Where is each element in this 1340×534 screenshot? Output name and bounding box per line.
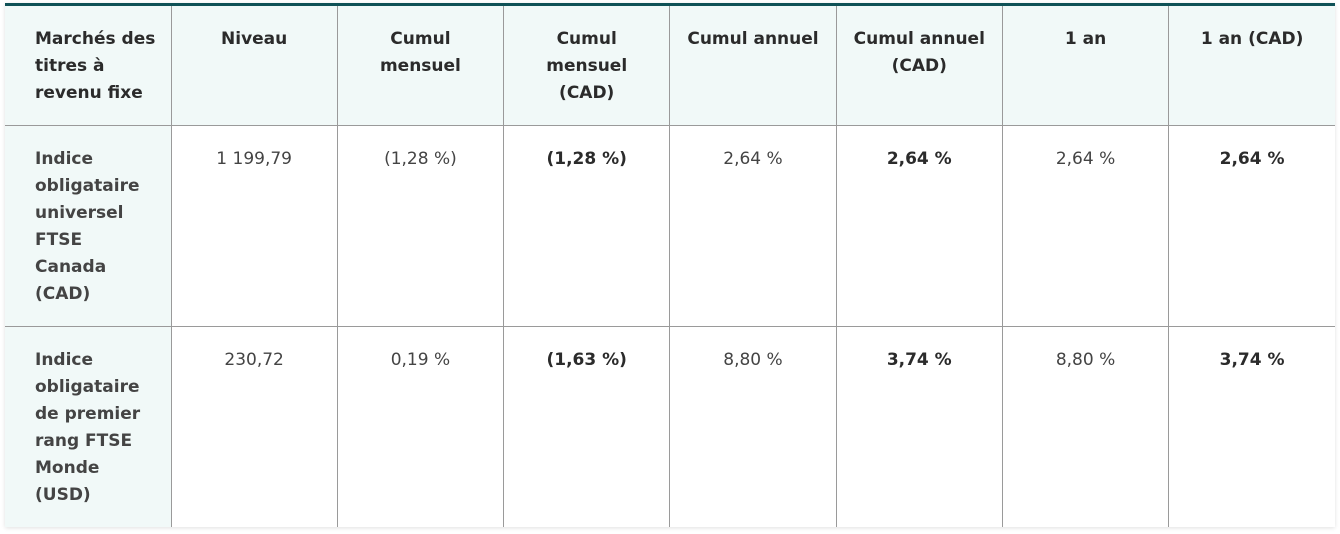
header-1y-cad: 1 an (CAD) xyxy=(1168,4,1335,126)
header-market: Marchés des titres à revenu fixe xyxy=(5,4,171,126)
cell-1y: 2,64 % xyxy=(1001,125,1169,327)
table-row: Indice obligataire universel FTSE Canada… xyxy=(5,125,1335,327)
table-header-row: Marchés des titres à revenu fixe Niveau … xyxy=(5,4,1335,126)
cell-level: 1 199,79 xyxy=(170,125,338,327)
cell-ytd-cad: 3,74 % xyxy=(835,326,1003,527)
header-1y: 1 an xyxy=(1001,4,1169,126)
cell-1y-cad: 2,64 % xyxy=(1168,125,1335,327)
cell-mtd-cad: (1,28 %) xyxy=(503,125,670,327)
header-level: Niveau xyxy=(170,4,338,126)
fixed-income-table-container: Marchés des titres à revenu fixe Niveau … xyxy=(5,3,1335,527)
row-label: Indice obligataire de premier rang FTSE … xyxy=(5,326,171,527)
cell-ytd: 2,64 % xyxy=(669,125,837,327)
cell-level: 230,72 xyxy=(170,326,338,527)
cell-mtd: (1,28 %) xyxy=(336,125,504,327)
cell-mtd: 0,19 % xyxy=(336,326,504,527)
row-label: Indice obligataire universel FTSE Canada… xyxy=(5,125,171,327)
cell-mtd-cad: (1,63 %) xyxy=(503,326,670,527)
header-mtd-cad: Cumul mensuel (CAD) xyxy=(503,4,670,126)
cell-1y-cad: 3,74 % xyxy=(1168,326,1335,527)
header-ytd: Cumul annuel xyxy=(669,4,837,126)
fixed-income-markets-table: Marchés des titres à revenu fixe Niveau … xyxy=(5,3,1335,527)
cell-ytd-cad: 2,64 % xyxy=(835,125,1003,327)
cell-ytd: 8,80 % xyxy=(669,326,837,527)
cell-1y: 8,80 % xyxy=(1001,326,1169,527)
table-row: Indice obligataire de premier rang FTSE … xyxy=(5,326,1335,527)
header-ytd-cad: Cumul annuel (CAD) xyxy=(835,4,1003,126)
header-mtd: Cumul mensuel xyxy=(336,4,504,126)
